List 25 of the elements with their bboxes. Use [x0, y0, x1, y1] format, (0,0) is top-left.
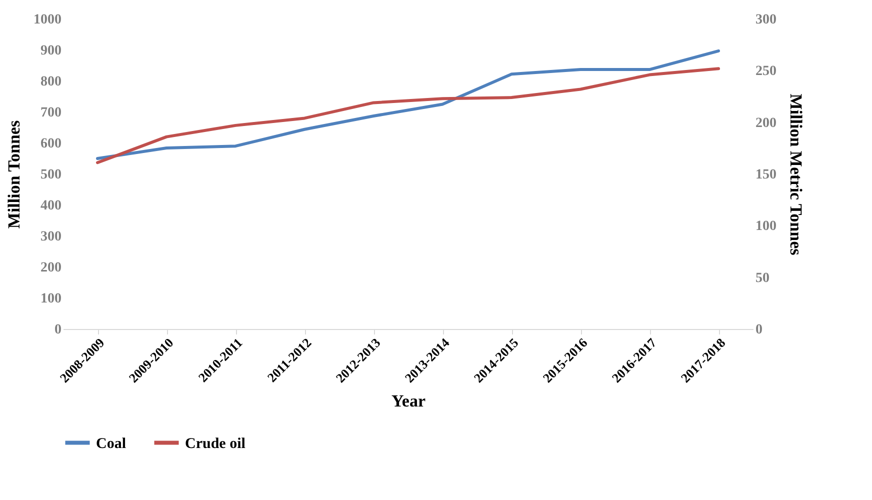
- y-tick-label: 500: [40, 168, 62, 182]
- legend-label: Coal: [96, 436, 126, 452]
- x-axis-title: Year: [392, 392, 426, 411]
- y2-axis-title: Million Metric Tonnes: [786, 94, 806, 256]
- y-tick-label: 900: [40, 44, 62, 58]
- y2-tick-label: 250: [756, 64, 776, 80]
- line-series: [96, 49, 720, 160]
- y-tick-label: 700: [40, 106, 62, 120]
- y2-tick-label: 200: [756, 116, 776, 131]
- y-tick-label: 600: [40, 136, 62, 152]
- y-tick-label: 800: [40, 74, 62, 90]
- y2-tick-label: 300: [756, 12, 776, 28]
- y-tick-label: 300: [40, 230, 62, 244]
- y2-tick-label: 150: [756, 168, 776, 182]
- y-axis-title: Million Tonnes: [4, 120, 24, 229]
- y2-tick-label: 50: [756, 270, 770, 286]
- y-tick-label: 0: [54, 322, 62, 338]
- y-tick-label: 200: [40, 260, 62, 276]
- y-tick-label: 1000: [34, 12, 62, 28]
- legend-label: Crude oil: [185, 436, 246, 452]
- y-tick-label: 100: [40, 292, 62, 306]
- y2-tick-label: 0: [756, 322, 762, 338]
- y2-tick-label: 100: [756, 219, 776, 234]
- line-series: [96, 67, 720, 164]
- y-tick-label: 400: [40, 198, 62, 214]
